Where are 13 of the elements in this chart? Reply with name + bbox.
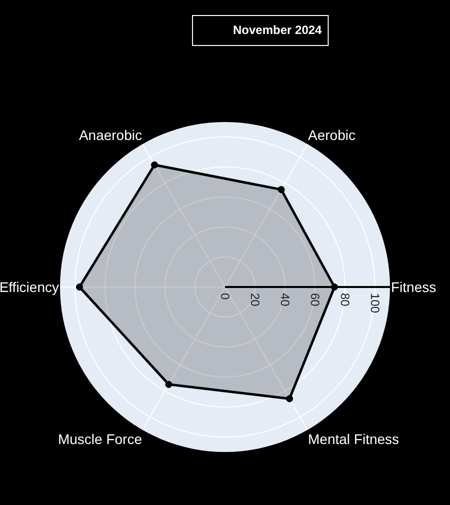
y-tick-label: 20 [248,293,262,307]
y-tick-label: 0 [218,293,232,300]
spoke-label: Aerobic [308,127,356,144]
y-tick-label: 60 [308,293,322,307]
spoke-label: Anaerobic [78,127,142,144]
spoke-label: Fitness [391,279,436,295]
text: November 2024 [233,23,322,38]
spoke-label: Efficiency [0,279,59,295]
y-tick-label: 80 [338,293,352,307]
spoke-label: Mental Fitness [308,431,400,448]
spoke-label: Muscle Force [58,431,142,448]
y-tick-label: 100 [368,293,382,314]
y-tick-label: 40 [278,293,292,307]
